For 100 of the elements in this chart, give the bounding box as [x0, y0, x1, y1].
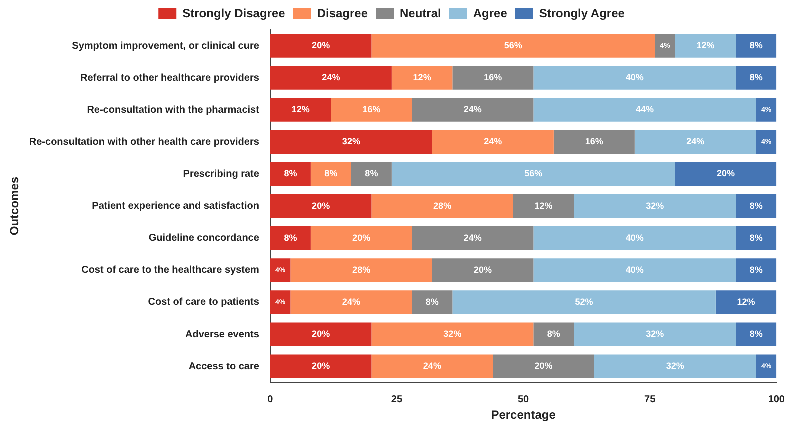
data-label: 44% — [636, 104, 654, 115]
bar — [270, 290, 291, 314]
bar — [736, 258, 777, 282]
y-tick-label: Re-consultation with other health care providers — [29, 136, 260, 148]
y-tick-label: Patient experience and satisfaction — [92, 201, 260, 212]
bar — [736, 66, 777, 90]
bar — [270, 354, 372, 378]
data-label: 20% — [352, 232, 371, 243]
data-label: 24% — [322, 72, 340, 83]
data-label: 8% — [547, 329, 560, 340]
bar — [270, 258, 291, 282]
data-label: 8% — [750, 232, 763, 243]
bar — [412, 290, 453, 314]
data-label: 24% — [423, 361, 442, 372]
bar — [534, 98, 756, 122]
data-label: 20% — [312, 40, 330, 51]
data-label: 8% — [426, 296, 439, 307]
legend-label: Agree — [473, 6, 508, 20]
x-tick-label: 50 — [518, 394, 530, 406]
data-label: 12% — [413, 72, 432, 83]
data-label: 40% — [626, 72, 644, 83]
data-label: 8% — [365, 168, 378, 179]
legend-label: Disagree — [317, 6, 368, 20]
y-tick-label: Guideline concordance — [148, 233, 260, 244]
bar — [756, 130, 777, 154]
data-label: 8% — [324, 168, 338, 179]
data-label: 40% — [626, 232, 644, 243]
data-label: 8% — [750, 329, 763, 340]
data-label: 20% — [312, 329, 330, 340]
bar — [412, 98, 534, 122]
y-tick-label: Cost of care to patients — [148, 297, 260, 308]
data-label: 24% — [484, 136, 502, 147]
bar — [270, 98, 332, 122]
bar — [716, 290, 777, 314]
bar — [736, 194, 777, 218]
bar — [534, 66, 736, 90]
data-label: 28% — [352, 264, 371, 275]
y-axis-title: Outcomes — [8, 176, 22, 236]
y-tick-label: Access to care — [188, 361, 260, 372]
data-label: 32% — [444, 329, 462, 340]
bar — [574, 322, 736, 346]
data-label: 32% — [342, 136, 360, 147]
bar — [270, 66, 392, 90]
data-label: 12% — [534, 200, 553, 211]
bar — [392, 66, 453, 90]
bar — [270, 226, 311, 250]
bar — [534, 226, 736, 250]
data-label: 40% — [626, 264, 644, 275]
bar — [675, 34, 736, 58]
data-label: 28% — [434, 200, 452, 211]
bar — [452, 290, 716, 314]
bar — [756, 354, 777, 378]
bar — [534, 322, 574, 346]
bar — [372, 354, 494, 378]
data-label: 56% — [504, 40, 522, 51]
data-label: 20% — [312, 200, 330, 211]
bar — [432, 130, 554, 154]
data-label: 16% — [362, 104, 381, 115]
y-tick-label: Prescribing rate — [183, 168, 260, 180]
x-axis-title: Percentage — [491, 408, 556, 422]
bar — [736, 322, 777, 346]
bar — [412, 226, 534, 250]
data-label: 20% — [534, 361, 553, 372]
data-label: 52% — [575, 296, 594, 307]
bar — [270, 162, 311, 186]
x-tick-label: 25 — [391, 394, 403, 406]
bar — [513, 194, 574, 218]
data-label: 24% — [464, 232, 482, 243]
data-label: 12% — [737, 296, 756, 307]
bar — [372, 322, 534, 346]
bar — [432, 258, 534, 282]
legend-label: Strongly Disagree — [182, 6, 286, 20]
bar — [270, 194, 372, 218]
data-label: 12% — [696, 40, 715, 51]
data-label: 12% — [292, 104, 310, 115]
data-label: 8% — [750, 40, 763, 51]
bar — [594, 354, 756, 378]
bar — [351, 162, 392, 186]
bar — [270, 322, 372, 346]
y-tick-label: Referral to other healthcare providers — [80, 72, 260, 84]
x-tick-label: 100 — [768, 394, 786, 406]
bar — [290, 290, 412, 314]
bar — [634, 130, 756, 154]
bar — [310, 162, 352, 186]
bar — [574, 194, 736, 218]
bar — [554, 130, 635, 154]
bar — [452, 66, 534, 90]
bar — [310, 226, 412, 250]
bar — [655, 34, 676, 58]
bar — [736, 34, 777, 58]
data-label: 56% — [524, 168, 543, 179]
bar — [675, 162, 777, 186]
data-label: 16% — [484, 72, 502, 83]
bar — [290, 258, 432, 282]
y-tick-label: Symptom improvement, or clinical cure — [72, 40, 260, 52]
data-label: 16% — [585, 136, 604, 147]
data-label: 20% — [717, 168, 736, 179]
x-tick-label: 0 — [268, 394, 274, 406]
data-label: 8% — [284, 232, 298, 243]
data-label: 8% — [750, 72, 763, 83]
